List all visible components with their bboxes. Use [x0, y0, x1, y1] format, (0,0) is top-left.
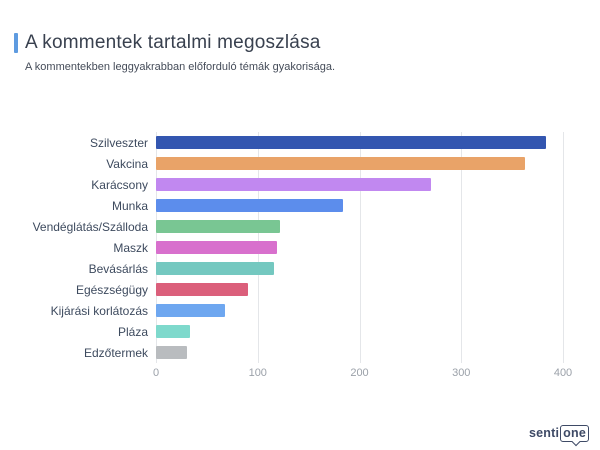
- chart-header: A kommentek tartalmi megoszlása A kommen…: [14, 32, 335, 73]
- chart-title: A kommentek tartalmi megoszlása: [25, 32, 321, 53]
- x-axis-tick-label: 200: [350, 367, 369, 379]
- category-label: Pláza: [117, 325, 148, 339]
- bar-row: Maszk: [0, 237, 600, 258]
- gridline: [359, 132, 361, 363]
- bar-row: Edzőtermek: [0, 342, 600, 363]
- x-axis-tick-label: 400: [553, 367, 573, 379]
- category-label: Munka: [111, 199, 148, 213]
- category-label: Vendéglátás/Szálloda: [32, 220, 148, 234]
- category-label: Maszk: [113, 241, 148, 255]
- bar-row: Munka: [0, 195, 600, 216]
- bar-row: Karácsony: [0, 174, 600, 195]
- category-label: Egészségügy: [75, 283, 148, 297]
- chart-subtitle: A kommentekben leggyakrabban előforduló …: [25, 61, 336, 73]
- logo-text-plain: senti: [528, 426, 560, 441]
- bar-row: Szilveszter: [0, 132, 600, 153]
- bar: [156, 325, 190, 338]
- bar: [156, 241, 278, 254]
- category-label: Edzőtermek: [83, 346, 148, 360]
- category-label: Vakcina: [106, 157, 148, 171]
- bar: [156, 346, 187, 359]
- category-label: Karácsony: [91, 178, 148, 192]
- category-label: Bevásárlás: [88, 262, 148, 276]
- bar-row: Vakcina: [0, 153, 600, 174]
- sentione-logo: senti one: [528, 424, 589, 442]
- bar: [156, 136, 546, 149]
- category-label: Szilveszter: [89, 136, 148, 150]
- bar-row: Pláza: [0, 321, 600, 342]
- bar: [156, 262, 275, 275]
- bar: [156, 199, 344, 212]
- bar-row: Egészségügy: [0, 279, 600, 300]
- bar: [156, 157, 526, 170]
- x-axis-tick-label: 100: [248, 367, 267, 379]
- logo-text-boxed: one: [560, 424, 589, 442]
- bar-row: Kijárási korlátozás: [0, 300, 600, 321]
- category-label: Kijárási korlátozás: [50, 304, 148, 318]
- gridline: [563, 132, 564, 363]
- x-axis-tick-label: 300: [452, 367, 471, 379]
- title-row: A kommentek tartalmi megoszlása: [14, 32, 335, 54]
- bar-chart: Szilveszter Vakcina Karácsony Munka Vendéglá…: [0, 132, 600, 363]
- bar: [156, 283, 248, 296]
- bar: [156, 178, 431, 191]
- bar: [156, 220, 281, 233]
- title-accent-bar: [14, 33, 18, 53]
- bar-row: Bevásárlás: [0, 258, 600, 279]
- bar-row: Vendéglátás/Szálloda: [0, 216, 600, 237]
- gridline: [461, 132, 463, 363]
- bar: [156, 304, 226, 317]
- x-axis-tick-label: 0: [152, 367, 160, 379]
